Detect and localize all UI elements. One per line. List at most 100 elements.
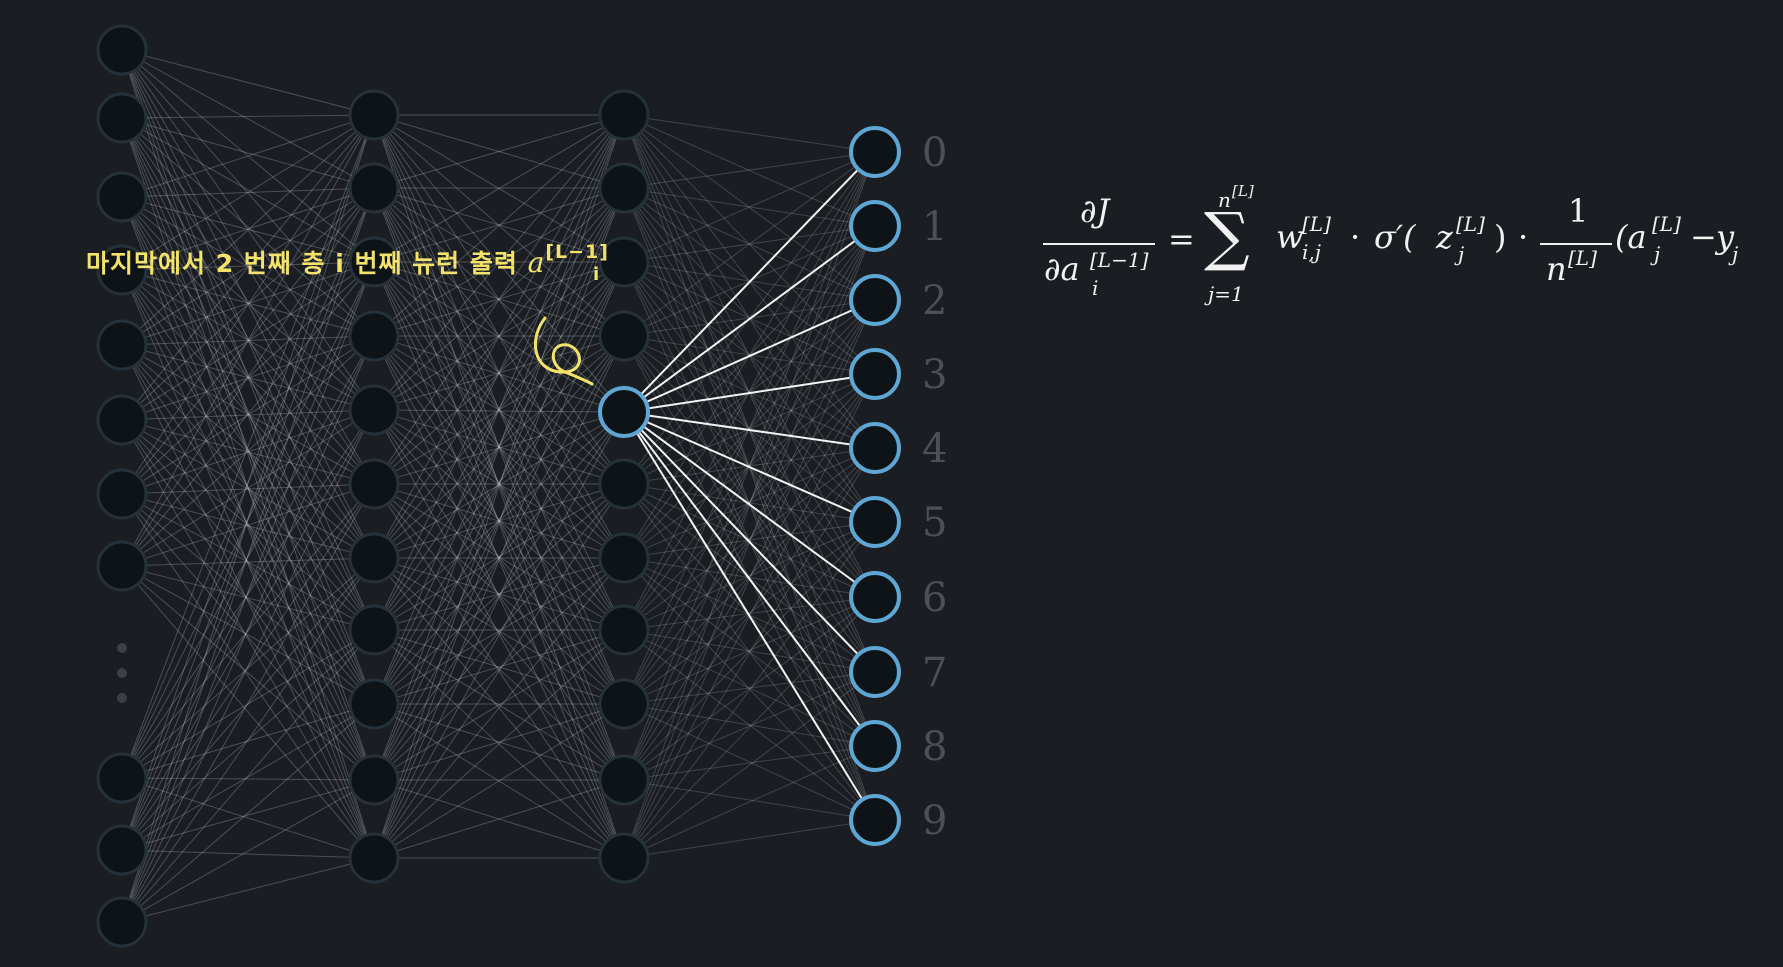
weight-sub: i,j — [1302, 240, 1321, 264]
output-neuron — [849, 720, 901, 772]
sum-lower: j=1 — [1208, 282, 1244, 306]
weight-sup: [L] — [1302, 212, 1331, 236]
output-label: 6 — [922, 575, 947, 621]
output-label: 3 — [922, 352, 947, 398]
z-sub: j — [1458, 242, 1465, 266]
sigma-prime: σ′( — [1374, 218, 1416, 256]
output-label: 7 — [922, 650, 947, 696]
input-neuron — [96, 540, 148, 592]
output-neuron — [849, 200, 901, 252]
hidden2-neuron — [598, 604, 650, 656]
sum-upper: n — [1218, 188, 1231, 212]
output-neuron — [849, 794, 901, 846]
annotation-swirl — [533, 316, 594, 386]
input-neuron — [96, 319, 148, 371]
output-neuron — [849, 274, 901, 326]
input-neuron — [96, 24, 148, 76]
close-paren-1: ) — [1494, 218, 1507, 256]
weight-var: w — [1276, 218, 1304, 256]
hidden1-neuron — [348, 678, 400, 730]
lhs-denominator-sub: i — [1092, 276, 1099, 300]
hidden2-neuron — [598, 89, 650, 141]
hidden2-neuron — [598, 832, 650, 884]
hidden2-neuron — [598, 532, 650, 584]
input-neuron — [96, 752, 148, 804]
input-neuron — [96, 896, 148, 948]
frac-line — [1540, 243, 1612, 245]
a-sub: j — [1654, 242, 1661, 266]
y-sub: j — [1732, 242, 1739, 266]
hidden1-neuron — [348, 754, 400, 806]
output-neuron — [849, 496, 901, 548]
annotation-korean-text: 마지막에서 2 번째 층 i 번째 뉴런 출력 — [86, 249, 518, 278]
hidden2-neuron — [598, 458, 650, 510]
z-sup: [L] — [1456, 212, 1485, 236]
hidden1-neuron — [348, 162, 400, 214]
input-neuron — [96, 394, 148, 446]
lhs-numerator: ∂J — [1080, 192, 1110, 230]
input-neuron — [96, 824, 148, 876]
input-neuron — [96, 244, 148, 296]
hidden2-neuron — [598, 162, 650, 214]
frac-numerator: 1 — [1568, 192, 1589, 230]
output-label: 4 — [922, 426, 947, 472]
lhs-fraction-line — [1043, 243, 1155, 245]
ellipsis-dot — [117, 643, 127, 653]
lhs-denominator-sup: [L−1] — [1090, 248, 1149, 272]
network-neurons — [96, 24, 901, 948]
output-neuron — [849, 348, 901, 400]
output-neuron — [849, 571, 901, 623]
hidden2-neuron — [598, 678, 650, 730]
ellipsis-dot — [117, 668, 127, 678]
output-labels: 0 1 2 3 4 5 6 7 8 9 — [922, 130, 947, 844]
input-neuron — [96, 468, 148, 520]
hidden1-neuron — [348, 532, 400, 584]
network-edges — [121, 49, 876, 923]
output-label: 1 — [922, 204, 947, 250]
output-label: 9 — [922, 798, 947, 844]
output-label: 2 — [922, 278, 947, 324]
dot-1: · — [1350, 218, 1361, 256]
hidden1-neuron — [348, 89, 400, 141]
ellipsis-dots — [117, 643, 127, 703]
ellipsis-dot — [117, 693, 127, 703]
annotation-subscript: i — [592, 264, 601, 285]
minus-sign: − — [1690, 218, 1717, 256]
annotation-superscript: [L−1] — [545, 241, 609, 263]
annotation-variable: a — [527, 246, 546, 279]
output-label: 5 — [922, 500, 947, 546]
hidden2-neuron — [598, 236, 650, 288]
hidden1-neuron — [348, 832, 400, 884]
sum-upper-sup: [L] — [1232, 182, 1254, 200]
y-var: y — [1716, 218, 1735, 256]
derivative-formula: ∂J ∂a [L−1] i = n [L] ∑ j=1 w [L] i,j · … — [1040, 180, 1740, 320]
a-var: (a — [1615, 218, 1647, 256]
input-neuron — [96, 92, 148, 144]
lhs-denominator: ∂a — [1044, 250, 1080, 288]
hidden2-neuron — [598, 754, 650, 806]
output-neuron — [849, 126, 901, 178]
hidden1-neuron — [348, 310, 400, 362]
hidden1-neuron — [348, 458, 400, 510]
output-label: 8 — [922, 724, 947, 770]
output-label: 0 — [922, 130, 947, 176]
z-var: z — [1436, 218, 1453, 256]
hidden2-neuron — [598, 310, 650, 362]
highlighted-neuron — [598, 386, 650, 438]
hidden1-neuron — [348, 604, 400, 656]
annotation-label: 마지막에서 2 번째 층 i 번째 뉴런 출력 a[L−1]i — [86, 241, 616, 285]
frac-denominator-sup: [L] — [1568, 246, 1597, 270]
sum-symbol: ∑ — [1204, 200, 1250, 274]
hidden1-neuron — [348, 236, 400, 288]
output-neuron — [849, 422, 901, 474]
dot-2: · — [1518, 218, 1529, 256]
input-neuron — [96, 171, 148, 223]
a-sup: [L] — [1652, 212, 1681, 236]
output-neuron — [849, 646, 901, 698]
hidden1-neuron — [348, 384, 400, 436]
frac-denominator: n — [1546, 250, 1567, 288]
equals-sign: = — [1168, 220, 1195, 258]
highlighted-edges — [623, 151, 876, 821]
